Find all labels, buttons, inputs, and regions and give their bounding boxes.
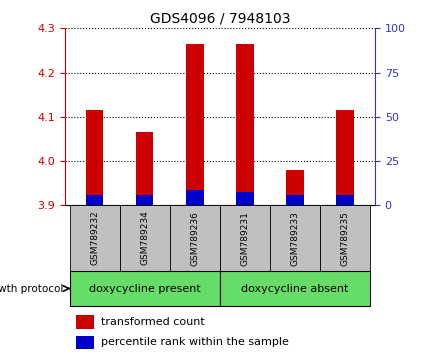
Bar xyxy=(236,193,253,205)
Bar xyxy=(86,110,103,205)
Text: GSM789234: GSM789234 xyxy=(140,211,149,266)
Title: GDS4096 / 7948103: GDS4096 / 7948103 xyxy=(149,12,289,26)
Bar xyxy=(219,205,269,271)
Bar xyxy=(335,110,353,205)
Bar xyxy=(76,336,94,349)
Bar xyxy=(335,195,353,205)
Bar xyxy=(120,205,169,271)
Text: growth protocol: growth protocol xyxy=(0,284,64,293)
Bar xyxy=(70,205,120,271)
Text: percentile rank within the sample: percentile rank within the sample xyxy=(101,337,289,348)
Bar xyxy=(286,170,303,205)
Bar xyxy=(236,44,253,205)
Text: GSM789233: GSM789233 xyxy=(290,211,299,266)
Bar xyxy=(186,190,203,205)
Bar xyxy=(76,315,94,329)
Bar xyxy=(269,205,319,271)
Bar xyxy=(70,271,219,306)
Bar xyxy=(186,44,203,205)
Text: doxycycline absent: doxycycline absent xyxy=(241,284,348,293)
Text: GSM789235: GSM789235 xyxy=(340,211,349,266)
Bar xyxy=(219,271,369,306)
Bar xyxy=(319,205,369,271)
Bar xyxy=(169,205,219,271)
Text: doxycycline present: doxycycline present xyxy=(89,284,200,293)
Bar xyxy=(135,132,153,205)
Bar xyxy=(135,195,153,205)
Text: GSM789231: GSM789231 xyxy=(240,211,249,266)
Bar xyxy=(86,195,103,205)
Bar xyxy=(286,195,303,205)
Text: transformed count: transformed count xyxy=(101,317,205,327)
Text: GSM789232: GSM789232 xyxy=(90,211,99,266)
Text: GSM789236: GSM789236 xyxy=(190,211,199,266)
